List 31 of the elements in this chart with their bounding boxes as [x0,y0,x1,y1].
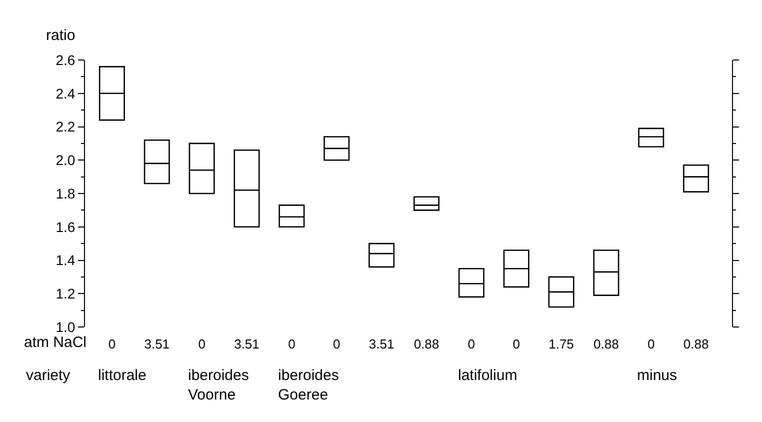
y-tick-label: 2.4 [56,85,76,102]
x-tick-label: 0.88 [594,336,619,352]
y-tick-label: 2.6 [56,52,76,68]
y-axis-title: ratio [46,27,76,44]
x-tick-label: 3.51 [234,336,260,352]
x-tick-label: 0 [512,336,520,352]
x-tick-label: 0 [108,336,116,352]
text: iberoides Voorne [188,367,249,404]
text: latifolium [458,367,518,384]
x-tick-label: 3.51 [368,336,394,352]
text: littorale [98,367,146,384]
x-tick-label: 0 [468,336,476,352]
x-tick-label: 3.51 [144,336,170,352]
x-tick-label: 0.88 [414,336,440,352]
text: iberoides Goeree [278,367,339,404]
x-tick-label: 0.88 [683,336,709,352]
y-tick-label: 2.0 [56,152,76,168]
x-tick-label: 1.75 [548,336,574,352]
y-tick-label: 1.6 [56,218,76,235]
x-tick-label: 0 [332,336,340,352]
x-tick-label: 0 [648,336,655,352]
x-tick-label: 0 [288,336,296,352]
text: variety [26,367,71,384]
text: atm NaCl [24,334,87,351]
y-tick-label: 1.4 [56,252,76,268]
text: minus [637,367,678,384]
y-tick-label: 2.2 [56,118,76,135]
x-tick-label: 0 [198,336,206,352]
y-tick-label: 1.0 [56,318,76,335]
y-tick-label: 1.2 [56,286,76,302]
y-tick-label: 1.8 [56,185,76,202]
